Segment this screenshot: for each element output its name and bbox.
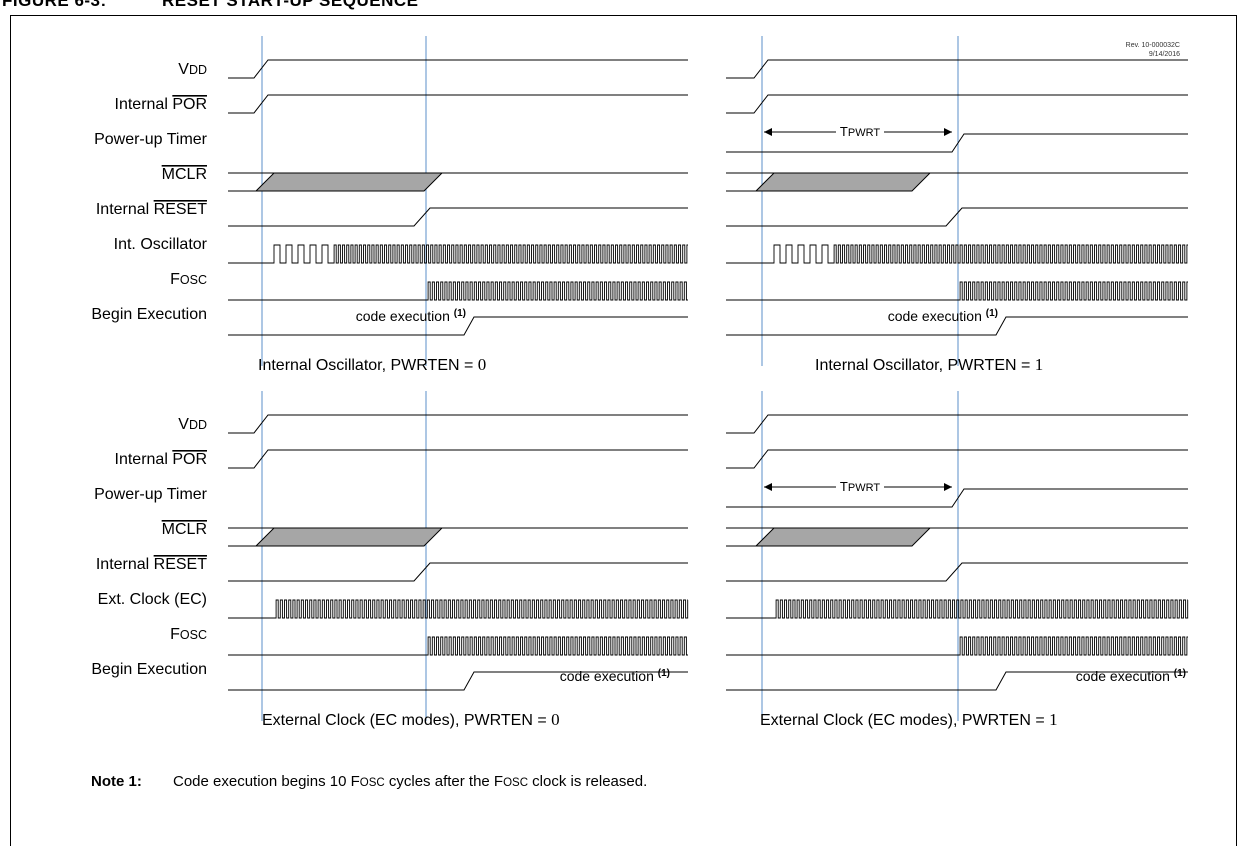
label-fosc: FOSC [170, 626, 207, 643]
wave-internal-por [228, 94, 688, 114]
wave-internal-reset [228, 562, 688, 582]
wave-ext-clock [774, 599, 1189, 619]
wave-mclr-shaded [754, 527, 932, 547]
wave-int-osc [832, 244, 1188, 264]
label-mclr: MCLR [162, 521, 207, 538]
wave-fosc [958, 281, 1188, 301]
wave-int-osc-startup [768, 244, 832, 264]
label-internal-reset: Internal RESET [96, 201, 207, 218]
wave-begin-execution [228, 316, 688, 336]
label-vdd: VDD [178, 416, 207, 433]
wave-begin-execution [228, 671, 688, 691]
wave-internal-reset [228, 207, 688, 227]
wave-begin-execution [726, 316, 1188, 336]
tpwrt-arrowhead-left [764, 128, 772, 136]
revision-date: 9/14/2016 [1149, 51, 1180, 58]
wave-internal-reset [726, 207, 1188, 227]
code-execution-label: code execution (1) [1076, 668, 1186, 684]
figure-frame [10, 15, 1237, 846]
tpwrt-arrowhead-right [944, 128, 952, 136]
wave-vdd [726, 59, 1188, 79]
signal-labels: VDD Internal POR Power-up Timer MCLR Interna… [91, 61, 207, 678]
tpwrt-label-bg [836, 124, 884, 138]
label-vdd: VDD [178, 61, 207, 78]
wave-mclr-shaded [754, 172, 932, 192]
code-execution-label: code execution (1) [356, 308, 466, 324]
label-mclr: MCLR [162, 166, 207, 183]
label-power-up-timer: Power-up Timer [94, 486, 208, 503]
wave-mclr-shaded [254, 527, 444, 547]
timing-diagram: code execution (1) TPWRT code execution (1… [91, 36, 1189, 790]
wave-fosc [958, 636, 1188, 656]
note-text: Code execution begins 10 FOSC cycles aft… [173, 773, 647, 790]
wave-internal-reset [726, 562, 1188, 582]
wave-mclr-shaded [254, 172, 444, 192]
label-begin-execution: Begin Execution [91, 661, 207, 678]
tpwrt-arrowhead-left [764, 483, 772, 491]
code-execution-label: code execution (1) [560, 668, 670, 684]
figure-number: FIGURE 6-3: [2, 0, 107, 10]
waveforms: code execution (1) TPWRT code execution (1… [228, 36, 1189, 721]
wave-int-osc-startup [268, 244, 332, 264]
label-int-oscillator: Int. Oscillator [114, 236, 208, 253]
label-internal-por: Internal POR [115, 451, 207, 468]
figure-name: RESET START-UP SEQUENCE [162, 0, 419, 10]
wave-internal-por [228, 449, 688, 469]
tpwrt-arrowhead-right [944, 483, 952, 491]
wave-fosc [426, 636, 688, 656]
panel-caption-int-osc-pwrten-1: Internal Oscillator, PWRTEN = 1 [815, 355, 1043, 374]
wave-power-up-timer [726, 488, 1188, 508]
wave-internal-por [726, 449, 1188, 469]
label-fosc: FOSC [170, 271, 207, 288]
tpwrt-label: TPWRT [840, 124, 880, 139]
code-execution-label: code execution (1) [888, 308, 998, 324]
wave-ext-clock [274, 599, 689, 619]
wave-internal-por [726, 94, 1188, 114]
wave-power-up-timer [726, 133, 1188, 153]
wave-fosc [426, 281, 688, 301]
label-internal-reset: Internal RESET [96, 556, 207, 573]
label-internal-por: Internal POR [115, 96, 207, 113]
note-label: Note 1: [91, 773, 142, 790]
wave-vdd [228, 59, 688, 79]
wave-vdd [228, 414, 688, 434]
panel-caption-ec-pwrten-1: External Clock (EC modes), PWRTEN = 1 [760, 710, 1058, 729]
panel-caption-int-osc-pwrten-0: Internal Oscillator, PWRTEN = 0 [258, 355, 486, 374]
label-begin-execution: Begin Execution [91, 306, 207, 323]
wave-begin-execution [726, 671, 1188, 691]
wave-vdd [726, 414, 1188, 434]
label-power-up-timer: Power-up Timer [94, 131, 208, 148]
wave-int-osc [332, 244, 688, 264]
figure-title: FIGURE 6-3: RESET START-UP SEQUENCE [2, 0, 418, 11]
tpwrt-label-bg [836, 479, 884, 493]
label-ext-clock: Ext. Clock (EC) [98, 591, 207, 608]
tpwrt-label: TPWRT [840, 479, 880, 494]
panel-caption-ec-pwrten-0: External Clock (EC modes), PWRTEN = 0 [262, 710, 560, 729]
revision-label: Rev. 10-000032C [1126, 42, 1180, 49]
